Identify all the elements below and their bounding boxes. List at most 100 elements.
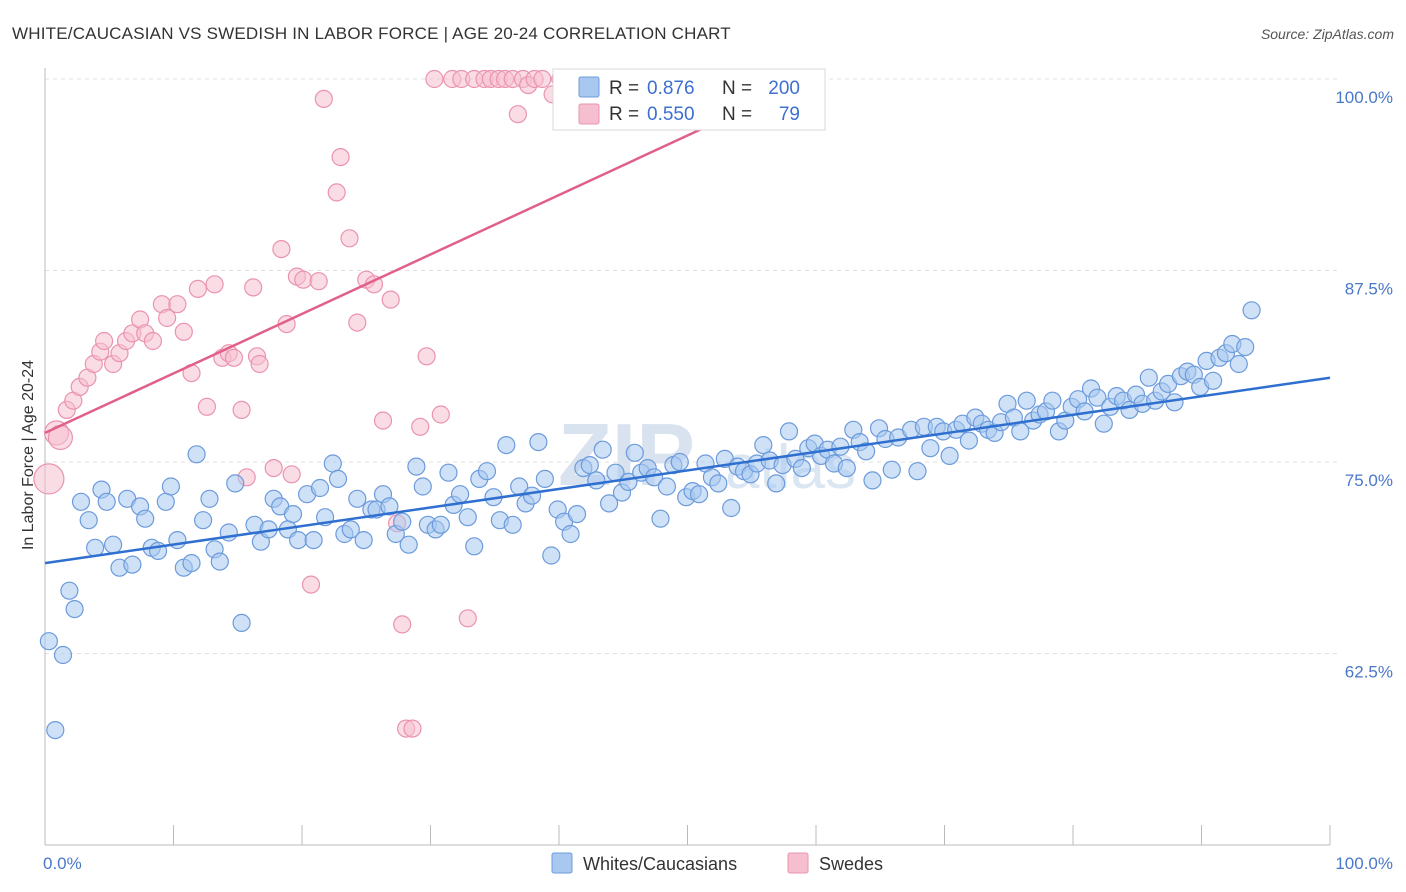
swedes-trend-line bbox=[44, 77, 811, 435]
white-point-86 bbox=[599, 494, 619, 513]
swede-point-18 bbox=[158, 308, 177, 328]
white-point-97 bbox=[670, 452, 689, 472]
white-point-184 bbox=[1236, 338, 1255, 357]
swede-point-0 bbox=[33, 463, 65, 495]
swede-point-32 bbox=[250, 354, 269, 374]
white-point-169 bbox=[1139, 368, 1158, 387]
white-point-64 bbox=[458, 508, 477, 527]
white-point-154 bbox=[1043, 391, 1062, 410]
x-tick-label-1: 100.0% bbox=[1335, 854, 1393, 873]
swedes-points bbox=[33, 69, 800, 738]
white-point-60 bbox=[431, 515, 450, 534]
white-point-63 bbox=[451, 485, 470, 504]
swede-point-44 bbox=[340, 229, 359, 248]
white-point-41 bbox=[310, 478, 330, 498]
swede-point-55 bbox=[417, 347, 436, 366]
swede-point-38 bbox=[294, 270, 313, 289]
swede-point-42 bbox=[327, 183, 346, 202]
swede-point-51 bbox=[393, 615, 412, 634]
legend-bottom-label-whites: Whites/Caucasians bbox=[583, 854, 737, 874]
white-point-141 bbox=[959, 431, 979, 450]
white-point-22 bbox=[182, 553, 201, 573]
white-point-80 bbox=[561, 524, 580, 544]
legend-swatch-swedes bbox=[578, 103, 600, 125]
white-point-70 bbox=[497, 436, 516, 455]
swede-point-30 bbox=[244, 278, 263, 297]
white-point-52 bbox=[380, 497, 399, 516]
white-point-27 bbox=[210, 552, 229, 571]
white-point-10 bbox=[103, 535, 123, 554]
white-point-19 bbox=[161, 477, 180, 496]
white-point-126 bbox=[856, 442, 876, 461]
swede-point-28 bbox=[232, 400, 251, 419]
source-label: Source: ZipAtlas.com bbox=[1261, 26, 1394, 42]
white-point-65 bbox=[465, 537, 484, 556]
swede-point-41 bbox=[314, 89, 333, 109]
white-point-67 bbox=[477, 462, 497, 481]
white-point-90 bbox=[625, 443, 644, 462]
legend-swatch-whites bbox=[578, 76, 600, 98]
swede-point-60 bbox=[458, 609, 477, 628]
white-point-133 bbox=[908, 462, 927, 481]
white-point-46 bbox=[341, 520, 360, 539]
swede-point-40 bbox=[309, 272, 328, 291]
white-point-161 bbox=[1088, 388, 1107, 407]
swede-point-22 bbox=[188, 279, 207, 298]
white-point-127 bbox=[863, 471, 882, 490]
white-point-103 bbox=[709, 474, 728, 493]
white-point-29 bbox=[226, 474, 245, 493]
white-point-123 bbox=[837, 459, 856, 478]
white-point-81 bbox=[567, 504, 587, 524]
white-point-110 bbox=[754, 436, 773, 455]
legend-series: Whites/Caucasians Swedes bbox=[551, 852, 883, 874]
white-point-84 bbox=[587, 471, 606, 490]
legend-r-value-whites: 0.876 bbox=[647, 78, 695, 99]
white-point-56 bbox=[407, 457, 426, 476]
swede-point-20 bbox=[174, 322, 193, 341]
swede-point-53 bbox=[403, 719, 422, 738]
white-point-150 bbox=[1017, 391, 1036, 410]
white-point-185 bbox=[1242, 301, 1261, 320]
y-tick-labels: 62.5% 75.0% 87.5% 100.0% bbox=[1335, 88, 1393, 682]
swede-point-39 bbox=[301, 575, 321, 594]
white-point-43 bbox=[323, 454, 342, 473]
white-point-2 bbox=[53, 645, 73, 665]
legend-bottom-swatch-whites bbox=[551, 852, 573, 874]
white-point-95 bbox=[657, 477, 677, 496]
white-point-179 bbox=[1203, 371, 1223, 390]
whites-points bbox=[39, 301, 1261, 740]
swede-point-71 bbox=[533, 69, 552, 89]
legend-n-value-whites: 200 bbox=[768, 78, 800, 99]
swede-point-67 bbox=[508, 105, 528, 124]
white-point-44 bbox=[328, 469, 348, 488]
white-point-94 bbox=[651, 509, 670, 528]
legend-stats: R = 0.876 N = 200 R = 0.550 N = 79 bbox=[552, 68, 826, 131]
white-point-112 bbox=[767, 474, 786, 493]
swede-point-45 bbox=[348, 313, 367, 332]
swede-point-34 bbox=[272, 240, 291, 259]
white-point-116 bbox=[792, 459, 812, 478]
swede-point-50 bbox=[381, 290, 400, 309]
white-point-9 bbox=[97, 492, 116, 511]
swede-point-33 bbox=[264, 459, 283, 478]
white-point-76 bbox=[535, 469, 555, 488]
white-point-57 bbox=[413, 477, 432, 496]
white-point-85 bbox=[593, 440, 612, 459]
legend-bottom-label-swedes: Swedes bbox=[819, 854, 883, 874]
y-tick-label-2: 87.5% bbox=[1345, 280, 1393, 299]
legend-n-value-swedes: 79 bbox=[779, 104, 800, 125]
white-point-83 bbox=[580, 456, 599, 475]
y-tick-label-0: 62.5% bbox=[1345, 663, 1393, 682]
white-point-0 bbox=[39, 632, 59, 651]
white-point-25 bbox=[200, 489, 219, 508]
swede-point-54 bbox=[411, 417, 430, 436]
swede-point-16 bbox=[143, 331, 162, 351]
y-tick-label-1: 75.0% bbox=[1345, 471, 1393, 490]
white-point-74 bbox=[522, 486, 542, 505]
swede-point-36 bbox=[282, 465, 301, 484]
x-tick-labels: 0.0% 100.0% bbox=[43, 854, 1393, 873]
swede-point-24 bbox=[205, 275, 224, 294]
gridlines bbox=[45, 78, 1340, 654]
swede-point-23 bbox=[197, 397, 216, 416]
white-point-48 bbox=[354, 530, 373, 550]
